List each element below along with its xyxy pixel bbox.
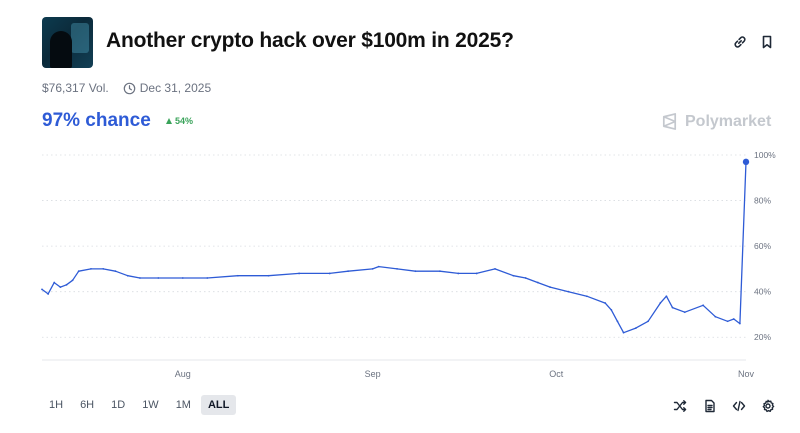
data-point [181,277,184,279]
data-point [65,283,68,286]
data-point [536,281,539,284]
clock-icon [123,82,136,95]
data-point [671,306,674,309]
data-point [457,272,460,275]
data-point [659,302,662,304]
range-button-1d[interactable]: 1D [111,399,126,411]
data-point [53,281,56,284]
range-button-1m[interactable]: 1M [175,399,191,411]
series-line [41,161,747,334]
data-point [683,311,686,314]
brand-name: Polymarket [685,112,772,130]
data-point [47,293,50,295]
link-icon[interactable] [732,34,748,50]
data-point [71,279,74,282]
thumbnail-hacker-figure [50,31,72,68]
data-point [604,302,607,304]
data-point [102,267,105,270]
data-point [610,308,613,311]
x-tick-label: Oct [549,369,564,379]
y-tick-label: 60% [754,241,771,251]
data-point [494,267,496,270]
data-point [126,274,129,277]
data-point [114,270,117,273]
code-icon[interactable] [732,399,746,413]
data-point [328,272,331,275]
range-button-all[interactable]: ALL [200,395,237,415]
data-point [726,320,729,323]
volume-text: $76,317 Vol. [42,81,109,95]
data-point [634,327,637,330]
data-point [665,295,668,298]
data-point [236,274,239,277]
data-point [371,267,374,270]
change-badge: 54% [166,116,193,126]
data-point [298,272,301,275]
bookmark-icon[interactable] [759,34,775,50]
x-tick-label: Sep [365,369,381,379]
data-point [396,267,398,270]
data-point [206,277,209,279]
chance-value: 97% chance [42,110,151,131]
range-button-1h[interactable]: 1H [49,399,64,411]
market-thumbnail [42,17,93,68]
data-point [622,331,625,334]
x-tick-label: Aug [175,369,191,379]
y-tick-label: 80% [754,196,771,206]
data-point [585,295,588,298]
data-point [732,318,735,320]
data-point [702,304,705,307]
document-icon[interactable] [703,399,717,413]
data-point [41,288,43,291]
time-range-selector: 1H 6H 1D 1W 1M ALL [42,395,239,415]
data-point [738,322,741,325]
market-title: Another crypto hack over $100m in 2025? [106,29,514,52]
up-triangle-icon [166,118,172,124]
shuffle-icon[interactable] [673,399,687,413]
data-point [267,274,270,277]
data-point [549,286,552,289]
data-point [347,270,349,273]
data-point [77,270,80,273]
polymarket-logo-icon [662,113,677,130]
gear-icon[interactable] [761,399,775,413]
market-meta: $76,317 Vol. Dec 31, 2025 [42,81,211,95]
x-tick-label: Nov [738,369,755,379]
data-point [439,270,441,273]
y-tick-label: 20% [754,332,771,342]
range-button-6h[interactable]: 6H [80,399,95,411]
y-tick-label: 40% [754,287,771,297]
data-point [90,267,92,270]
end-date-text: Dec 31, 2025 [139,81,212,95]
data-point [414,270,417,273]
data-point [512,274,515,277]
data-point [157,277,160,279]
data-point [616,320,619,323]
data-point [647,320,649,323]
data-point [475,272,478,275]
data-point [567,290,570,293]
change-value: 54% [175,116,194,126]
data-point [59,286,62,289]
price-history-chart: 100% 80% 60% 40% 20% Aug Sep Oct Nov [41,150,776,379]
data-point [139,277,141,279]
thumbnail-screen-glow [71,23,89,53]
y-tick-label: 100% [754,150,776,160]
data-point [377,265,380,268]
data-point [524,277,527,279]
latest-point[interactable] [742,158,750,166]
range-button-1w[interactable]: 1W [142,399,159,411]
polymarket-logo: Polymarket [660,112,771,131]
data-point [714,315,717,318]
